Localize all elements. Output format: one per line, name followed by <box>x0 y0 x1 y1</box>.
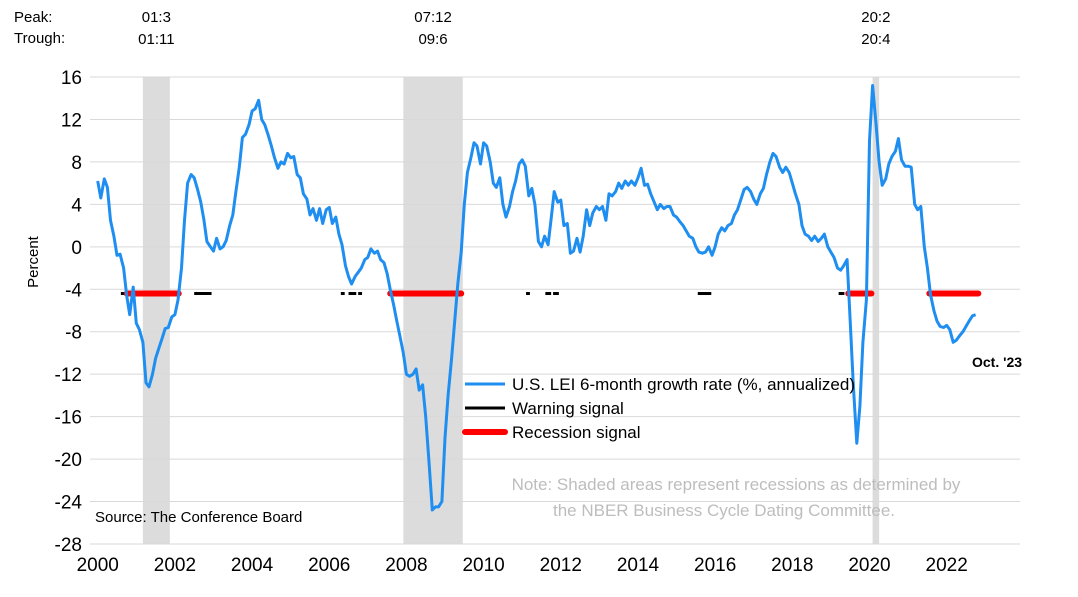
latest-date-annotation: Oct. '23 <box>972 354 1022 370</box>
x-tick-label: 2022 <box>926 555 968 576</box>
y-tick-label: -4 <box>65 280 82 301</box>
recession-peak-date: 20:2 <box>861 9 891 26</box>
recession-band <box>872 77 880 544</box>
x-tick-label: 2000 <box>77 555 119 576</box>
legend-label: Warning signal <box>512 399 624 418</box>
trough-header-label: Trough: <box>14 30 66 47</box>
legend: U.S. LEI 6-month growth rate (%, annuali… <box>462 375 855 442</box>
x-tick-label: 2010 <box>462 555 504 576</box>
gridlines <box>90 76 1020 545</box>
y-tick-label: -16 <box>55 408 82 429</box>
recession-note-line1: Note: Shaded areas represent recessions … <box>512 475 961 494</box>
source-note: Source: The Conference Board <box>95 509 302 526</box>
x-tick-label: 2004 <box>231 555 274 576</box>
y-tick-label: 0 <box>71 238 82 259</box>
y-tick-label: -28 <box>55 535 82 556</box>
y-tick-label: 12 <box>61 110 82 131</box>
recession-trough-date: 20:4 <box>861 31 891 48</box>
y-tick-label: -8 <box>65 323 82 344</box>
recession-peak-date: 01:3 <box>141 9 171 26</box>
x-tick-label: 2016 <box>694 555 736 576</box>
x-tick-label: 2012 <box>540 555 582 576</box>
legend-label: Recession signal <box>512 423 641 442</box>
annotations: Oct. '23 Source: The Conference Board Note… <box>95 354 1022 526</box>
x-tick-label: 2006 <box>308 555 350 576</box>
y-tick-label: 16 <box>61 68 82 89</box>
legend-label: U.S. LEI 6-month growth rate (%, annuali… <box>512 375 855 394</box>
recession-peak-date: 07:12 <box>414 9 452 26</box>
recession-note-line2: the NBER Business Cycle Dating Committee… <box>553 501 895 520</box>
recession-trough-date: 01:11 <box>138 31 175 48</box>
recession-band <box>142 77 170 544</box>
y-tick-label: -24 <box>55 493 83 514</box>
y-tick-label: -12 <box>55 365 82 386</box>
x-tick-label: 2014 <box>617 555 660 576</box>
lei-line <box>96 84 977 512</box>
x-tick-labels: 2000 2002 2004 2006 2008 2010 2012 2014 2016 2018… <box>77 555 968 576</box>
y-tick-labels: 16 12 8 4 0 -4 -8 -12 -16 -20 -24 -28 <box>55 68 83 556</box>
recession-trough-date: 09:6 <box>418 31 448 48</box>
lei-series <box>96 84 977 512</box>
recession-shading <box>142 77 880 544</box>
y-tick-label: 8 <box>71 153 82 174</box>
x-tick-label: 2008 <box>385 555 427 576</box>
recession-band <box>403 77 463 544</box>
x-tick-label: 2020 <box>848 555 890 576</box>
x-tick-label: 2018 <box>771 555 813 576</box>
x-tick-label: 2002 <box>154 555 196 576</box>
y-tick-label: -20 <box>55 450 82 471</box>
y-tick-label: 4 <box>71 195 82 216</box>
y-axis-label: Percent <box>25 235 42 288</box>
peak-header-label: Peak: <box>14 9 53 26</box>
